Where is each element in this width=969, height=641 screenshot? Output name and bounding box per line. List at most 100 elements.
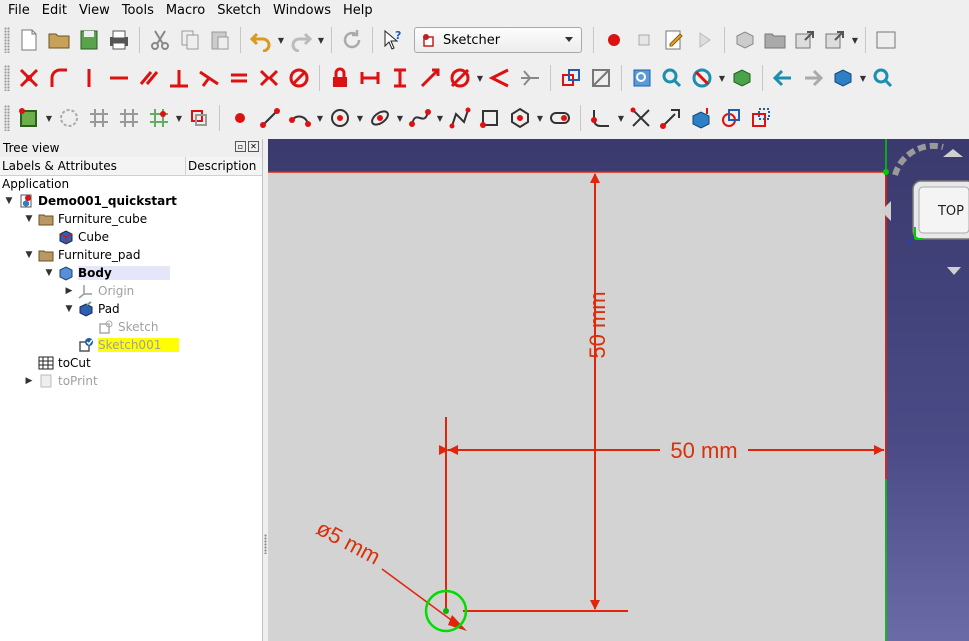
conic-dropdown[interactable]: ▼ [396, 113, 404, 123]
menu-view[interactable]: View [78, 3, 110, 18]
group-folder-icon[interactable] [760, 25, 790, 55]
expand-arrow-icon[interactable]: ▼ [45, 268, 53, 278]
constrain-angle-icon[interactable] [485, 63, 515, 93]
std-view-icon[interactable] [828, 63, 858, 93]
constrain-equal-icon[interactable] [224, 63, 254, 93]
constrain-diameter-icon[interactable] [445, 63, 475, 93]
create-rectangle-icon[interactable] [475, 103, 505, 133]
sketch-grid-icon[interactable] [84, 103, 114, 133]
map-sketch-icon[interactable] [727, 63, 757, 93]
expand-arrow-icon[interactable]: ▼ [5, 196, 13, 206]
circle-dropdown[interactable]: ▼ [356, 113, 364, 123]
link-dropdown[interactable]: ▼ [851, 35, 859, 45]
3d-view[interactable]: 50 mm 50 mm ø5 mm TOP z [268, 139, 969, 641]
nav-left-arrow-icon[interactable] [881, 201, 891, 221]
link-actions-icon[interactable] [820, 25, 850, 55]
part-icon[interactable] [730, 25, 760, 55]
sketch-dropdown[interactable]: ▼ [45, 113, 53, 123]
dim-diameter-leader[interactable] [381, 568, 459, 626]
paste-icon[interactable] [205, 25, 235, 55]
link-icon[interactable] [790, 25, 820, 55]
tree-item-toprint[interactable]: ▶ toPrint [24, 372, 98, 390]
view-sketch-icon[interactable] [627, 63, 657, 93]
sketch-snap-icon[interactable] [144, 103, 174, 133]
snap-dropdown[interactable]: ▼ [175, 113, 183, 123]
constrain-perpendicular-icon[interactable] [164, 63, 194, 93]
polygon-dropdown[interactable]: ▼ [536, 113, 544, 123]
macro-record-icon[interactable] [599, 25, 629, 55]
create-bspline-icon[interactable] [405, 103, 435, 133]
expand-arrow-icon[interactable]: ▼ [25, 214, 33, 224]
constrain-distance-icon[interactable] [415, 63, 445, 93]
tree-item-furniture-pad[interactable]: ▼ Furniture_pad [24, 246, 141, 264]
print-icon[interactable] [104, 25, 134, 55]
navigation-cube[interactable]: TOP z [881, 139, 969, 279]
sketch-vertex[interactable] [883, 169, 889, 175]
expand-arrow-icon[interactable]: ▶ [25, 376, 33, 386]
undo-dropdown[interactable]: ▼ [277, 35, 285, 45]
menu-help[interactable]: Help [343, 3, 373, 18]
hole-circle[interactable] [424, 589, 468, 633]
constrain-point-on-object-icon[interactable] [44, 63, 74, 93]
tree-item-furniture-cube[interactable]: ▼ Furniture_cube [24, 210, 148, 228]
new-document-icon[interactable] [14, 25, 44, 55]
menu-windows[interactable]: Windows [273, 3, 332, 18]
cut-icon[interactable] [145, 25, 175, 55]
fillet-dropdown[interactable]: ▼ [617, 113, 625, 123]
expand-arrow-icon[interactable]: ▼ [65, 304, 73, 314]
constrain-tangent-icon[interactable] [194, 63, 224, 93]
diameter-dropdown[interactable]: ▼ [476, 73, 484, 83]
create-polyline-icon[interactable] [445, 103, 475, 133]
create-point-icon[interactable] [225, 103, 255, 133]
menu-tools[interactable]: Tools [121, 3, 154, 18]
construction-mode-icon[interactable] [746, 103, 776, 133]
extend-icon[interactable] [656, 103, 686, 133]
carbon-copy-icon[interactable] [716, 103, 746, 133]
expand-arrow-icon[interactable]: ▼ [25, 250, 33, 260]
column-labels-attributes[interactable]: Labels & Attributes [0, 157, 186, 175]
toolbar-grip[interactable] [4, 27, 10, 53]
constrain-vertical-distance-icon[interactable] [385, 63, 415, 93]
nav-up-arrow-icon[interactable] [943, 149, 963, 157]
constrain-vertical-icon[interactable] [74, 63, 104, 93]
create-polygon-icon[interactable] [505, 103, 535, 133]
sketch-plane[interactable] [268, 172, 885, 641]
create-arc-icon[interactable] [285, 103, 315, 133]
view-fit-icon[interactable] [871, 25, 901, 55]
toolbar-grip[interactable] [4, 105, 10, 131]
constrain-lock-icon[interactable] [325, 63, 355, 93]
sketch-new-icon[interactable] [14, 103, 44, 133]
close-panel-icon[interactable]: ✕ [248, 141, 259, 152]
nav-back-icon[interactable] [768, 63, 798, 93]
workbench-selector[interactable]: Sketcher [414, 27, 582, 53]
tree-item-origin[interactable]: ▶ Origin [64, 282, 134, 300]
constrain-horizontal-icon[interactable] [104, 63, 134, 93]
toolbar-grip[interactable] [4, 65, 10, 91]
std-view-dropdown[interactable]: ▼ [859, 73, 867, 83]
bspline-dropdown[interactable]: ▼ [436, 113, 444, 123]
redo-dropdown[interactable]: ▼ [317, 35, 325, 45]
expand-arrow-icon[interactable]: ▶ [65, 286, 73, 296]
sketch-grid-circle-icon[interactable] [54, 103, 84, 133]
create-slot-icon[interactable] [545, 103, 575, 133]
create-conic-icon[interactable] [365, 103, 395, 133]
create-fillet-icon[interactable] [586, 103, 616, 133]
dim-diameter-label[interactable]: ø5 mm [312, 515, 384, 569]
menu-file[interactable]: File [8, 3, 30, 18]
rotate-arc-icon[interactable] [892, 142, 944, 176]
undo-icon[interactable] [246, 25, 276, 55]
constrain-symmetric-icon[interactable] [254, 63, 284, 93]
tree-item-document[interactable]: ▼ Demo001_quickstart [4, 192, 177, 210]
constrain-coincident-icon[interactable] [14, 63, 44, 93]
create-circle-icon[interactable] [325, 103, 355, 133]
hole-center-point[interactable] [443, 608, 449, 614]
zoom-icon[interactable] [868, 63, 898, 93]
constrain-snell-icon[interactable] [515, 63, 545, 93]
panel-splitter[interactable] [263, 139, 268, 641]
macro-run-icon[interactable] [689, 25, 719, 55]
menu-macro[interactable]: Macro [165, 3, 206, 18]
external-geometry-icon[interactable] [686, 103, 716, 133]
constrain-horizontal-distance-icon[interactable] [355, 63, 385, 93]
constrain-block-icon[interactable] [284, 63, 314, 93]
tree-item-cube[interactable]: Cube [54, 228, 109, 246]
